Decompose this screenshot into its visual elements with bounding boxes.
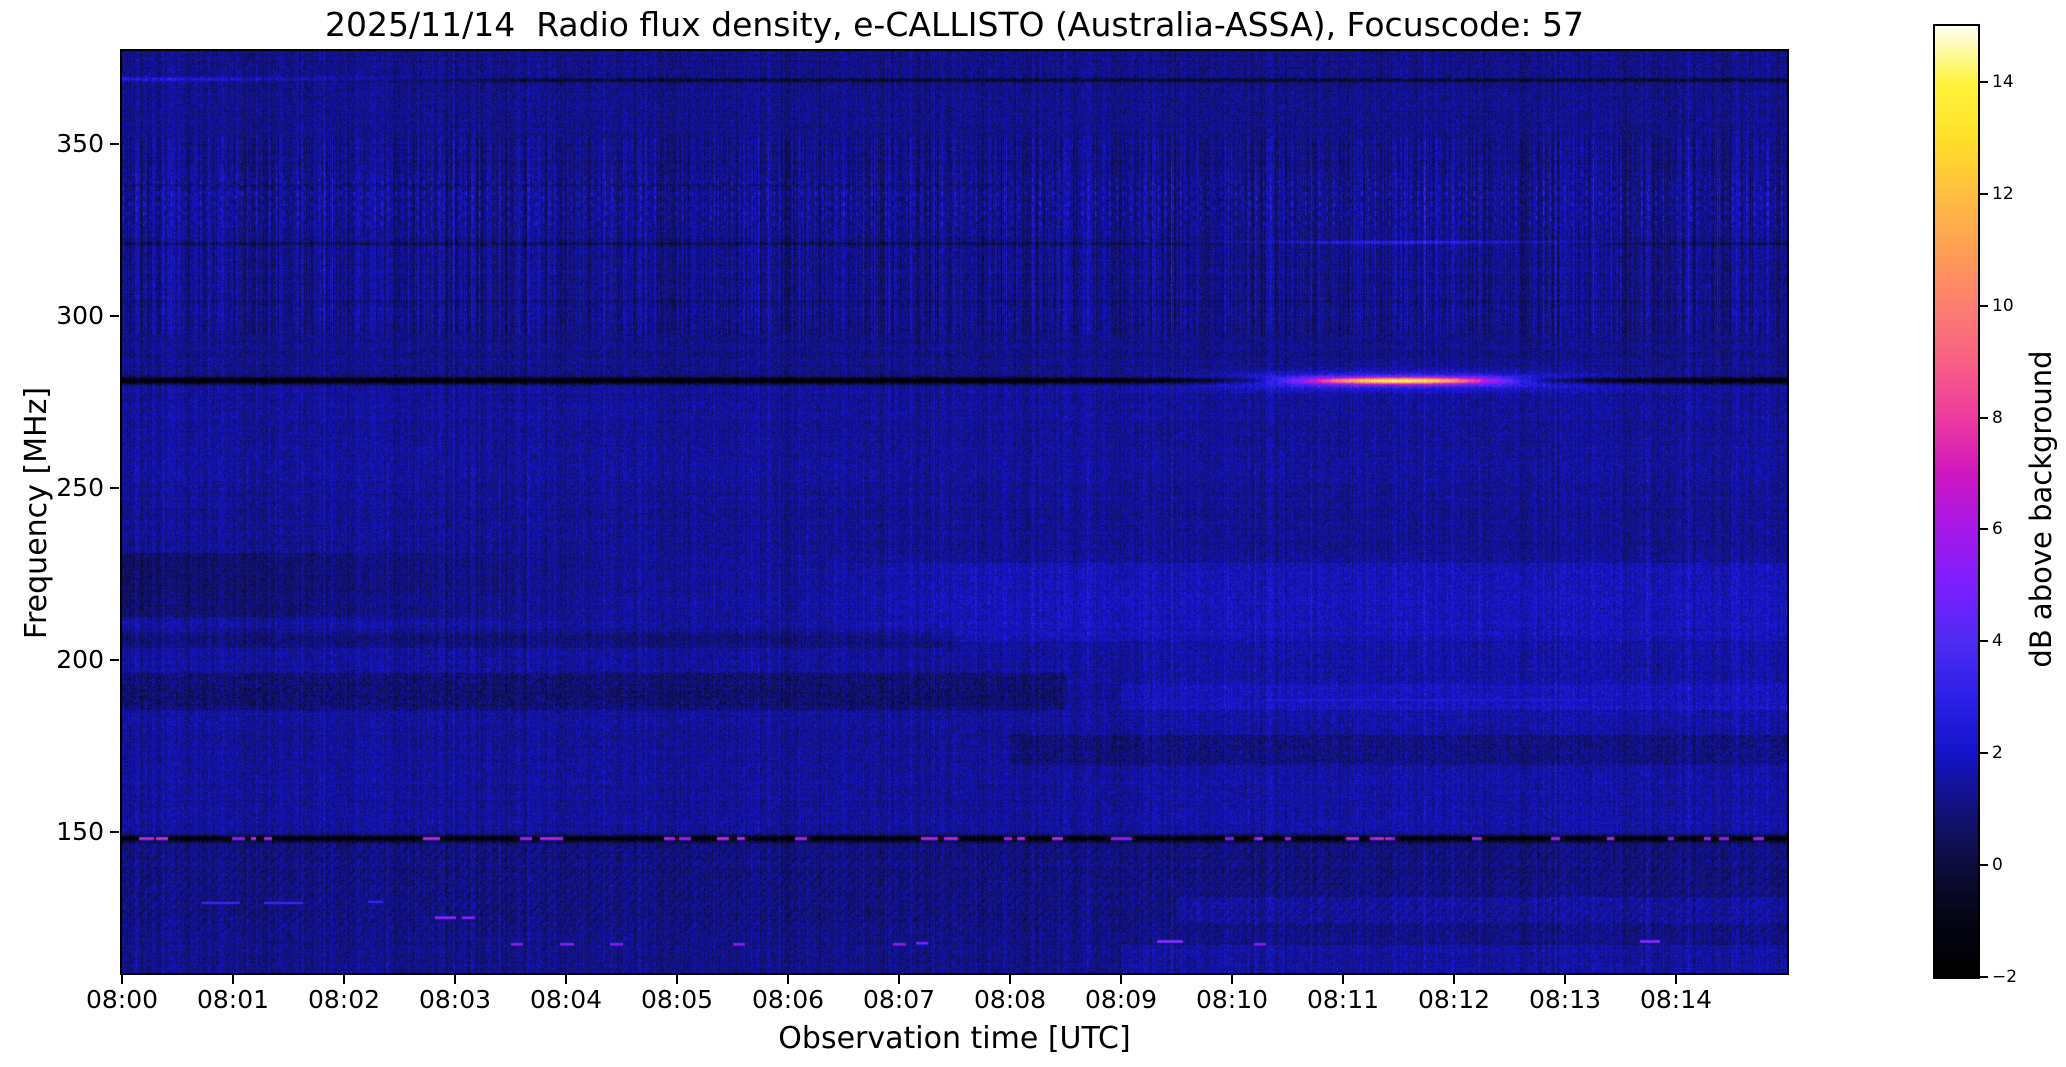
x-tick-mark <box>676 975 678 984</box>
x-tick-label: 08:12 <box>1417 985 1491 1014</box>
y-tick-mark <box>110 830 119 833</box>
colorbar-tick-label: 0 <box>1992 855 2003 876</box>
colorbar-tick-label: 14 <box>1992 71 2014 92</box>
x-tick-label: 08:14 <box>1639 985 1713 1014</box>
colorbar-tick-label: 6 <box>1992 519 2003 540</box>
colorbar-tick-label: 8 <box>1992 407 2003 428</box>
colorbar-tick-mark <box>1980 640 1988 643</box>
x-tick-mark <box>1675 975 1677 984</box>
x-tick-mark <box>232 975 234 984</box>
x-tick-mark <box>898 975 900 984</box>
y-axis-label: Frequency [MHz] <box>19 386 54 640</box>
y-tick-mark <box>110 142 119 145</box>
x-tick-label: 08:09 <box>1084 985 1158 1014</box>
y-tick-label: 350 <box>56 128 104 158</box>
colorbar <box>1933 24 1980 979</box>
x-tick-label: 08:04 <box>529 985 603 1014</box>
colorbar-tick-label: 10 <box>1992 295 2014 316</box>
x-tick-label: 08:06 <box>751 985 825 1014</box>
y-tick-label: 300 <box>56 300 104 330</box>
x-tick-label: 08:10 <box>1195 985 1269 1014</box>
x-tick-mark <box>1009 975 1011 984</box>
colorbar-tick-label: 4 <box>1992 631 2003 652</box>
x-tick-mark <box>1231 975 1233 984</box>
colorbar-tick-mark <box>1980 304 1988 307</box>
x-tick-label: 08:07 <box>862 985 936 1014</box>
x-tick-label: 08:03 <box>418 985 492 1014</box>
x-tick-label: 08:00 <box>85 985 159 1014</box>
x-tick-mark <box>1342 975 1344 984</box>
colorbar-tick-mark <box>1980 864 1988 867</box>
x-tick-mark <box>343 975 345 984</box>
x-tick-label: 08:08 <box>973 985 1047 1014</box>
x-tick-label: 08:02 <box>307 985 381 1014</box>
x-tick-label: 08:13 <box>1528 985 1602 1014</box>
x-tick-mark <box>787 975 789 984</box>
colorbar-tick-mark <box>1980 528 1988 531</box>
spectrogram-canvas <box>122 51 1787 973</box>
colorbar-tick-label: 12 <box>1992 183 2014 204</box>
x-tick-mark <box>1120 975 1122 984</box>
colorbar-tick-mark <box>1980 192 1988 195</box>
colorbar-tick-mark <box>1980 976 1988 978</box>
x-tick-label: 08:01 <box>196 985 270 1014</box>
x-tick-mark <box>565 975 567 984</box>
y-tick-label: 200 <box>56 644 104 674</box>
x-tick-mark <box>454 975 456 984</box>
colorbar-tick-mark <box>1980 80 1988 83</box>
spectrogram-plot-area <box>120 49 1789 975</box>
colorbar-label: dB above background <box>2024 350 2058 668</box>
y-tick-label: 150 <box>56 816 104 846</box>
x-tick-label: 08:11 <box>1306 985 1380 1014</box>
y-tick-label: 250 <box>56 472 104 502</box>
chart-title: 2025/11/14 Radio flux density, e-CALLIST… <box>325 5 1584 44</box>
x-tick-mark <box>121 975 123 984</box>
colorbar-canvas <box>1935 26 1978 977</box>
x-tick-mark <box>1453 975 1455 984</box>
y-tick-mark <box>110 486 119 489</box>
colorbar-tick-mark <box>1980 752 1988 755</box>
x-tick-mark <box>1564 975 1566 984</box>
colorbar-tick-label: −2 <box>1992 967 2018 987</box>
colorbar-tick-mark <box>1980 416 1988 419</box>
colorbar-tick-label: 2 <box>1992 743 2003 764</box>
y-tick-mark <box>110 658 119 661</box>
x-tick-label: 08:05 <box>640 985 714 1014</box>
x-axis-label: Observation time [UTC] <box>778 1021 1131 1056</box>
y-tick-mark <box>110 314 119 317</box>
